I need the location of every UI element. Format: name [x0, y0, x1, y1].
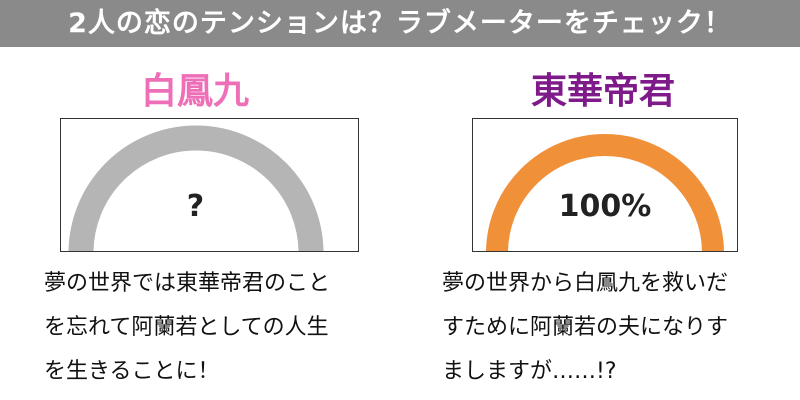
description-line: を忘れて阿蘭若としての人生 — [44, 315, 329, 340]
description-line: を生きることに！ — [44, 359, 220, 384]
love-meter-left: ? — [60, 118, 359, 252]
character-name-right: 東華帝君 — [530, 71, 675, 112]
description-right: 夢の世界から白鳳九を救いだ すために阿蘭若の夫になりす ましますが……!? — [442, 262, 728, 394]
gauge-arc-right — [486, 134, 724, 251]
gauge-arc-left — [68, 125, 324, 251]
header-title: 2人の恋のテンションは？ラブメーターをチェック！ — [0, 0, 800, 47]
meter-value-right: 100% — [558, 189, 652, 224]
meter-value-left: ? — [186, 189, 205, 224]
description-line: 夢の世界では東華帝君のこと — [44, 271, 331, 296]
description-line: ましますが……!? — [442, 359, 617, 384]
description-left: 夢の世界では東華帝君のこと を忘れて阿蘭若としての人生 を生きることに！ — [44, 262, 330, 394]
description-line: すために阿蘭若の夫になりす — [442, 315, 729, 340]
character-name-left: 白鳳九 — [140, 71, 249, 112]
love-meter-right: 100% — [472, 118, 738, 252]
description-line: 夢の世界から白鳳九を救いだ — [442, 271, 729, 296]
